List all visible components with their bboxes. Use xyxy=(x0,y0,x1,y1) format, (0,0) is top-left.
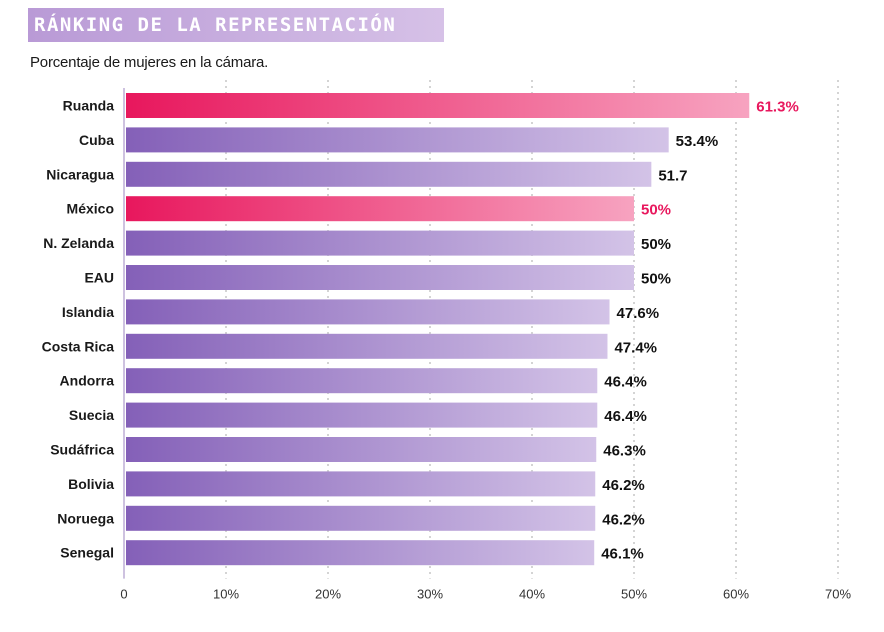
value-label-8: 46.4% xyxy=(604,374,647,391)
category-label-9: Suecia xyxy=(69,407,114,423)
x-tick-label-5: 50% xyxy=(621,587,647,602)
bars xyxy=(126,93,750,566)
bar-12 xyxy=(126,505,596,531)
bar-13 xyxy=(126,540,595,566)
bar-7 xyxy=(126,333,608,359)
grid-lines xyxy=(123,80,839,579)
value-label-12: 46.2% xyxy=(602,511,645,528)
value-label-2: 51.7 xyxy=(658,167,687,184)
value-label-4: 50% xyxy=(641,236,671,253)
value-label-0: 61.3% xyxy=(756,99,799,116)
x-axis-ticks: 0 10% 20% 30% 40% 50% 60% 70% xyxy=(120,587,851,602)
value-label-7: 47.4% xyxy=(614,339,657,356)
chart-title: RÁNKING DE LA REPRESENTACIÓN xyxy=(34,14,397,36)
category-label-2: Nicaragua xyxy=(46,166,114,182)
value-label-1: 53.4% xyxy=(676,133,719,150)
bar-9 xyxy=(126,402,598,428)
category-label-6: Islandia xyxy=(62,304,114,320)
value-label-3: 50% xyxy=(641,202,671,219)
bar-0 xyxy=(126,93,750,118)
category-label-0: Ruanda xyxy=(63,98,115,114)
bar-11 xyxy=(126,471,596,497)
value-label-10: 46.3% xyxy=(603,443,646,460)
bar-1 xyxy=(126,127,669,153)
x-tick-label-2: 20% xyxy=(315,587,341,602)
category-label-5: EAU xyxy=(84,270,114,286)
value-label-5: 50% xyxy=(641,271,671,288)
x-tick-label-3: 30% xyxy=(417,587,443,602)
bar-2 xyxy=(126,161,652,187)
category-label-11: Bolivia xyxy=(68,476,114,492)
category-label-10: Sudáfrica xyxy=(50,442,114,458)
bar-5 xyxy=(126,265,634,290)
category-label-3: México xyxy=(67,201,114,217)
category-label-8: Andorra xyxy=(60,373,115,389)
category-label-7: Costa Rica xyxy=(42,338,115,354)
value-label-11: 46.2% xyxy=(602,477,645,494)
value-label-6: 47.6% xyxy=(617,305,660,322)
bar-4 xyxy=(126,230,634,256)
bar-10 xyxy=(126,437,597,462)
x-tick-label-7: 70% xyxy=(825,587,851,602)
category-label-4: N. Zelanda xyxy=(43,235,114,251)
x-tick-label-6: 60% xyxy=(723,587,749,602)
chart-subtitle: Porcentaje de mujeres en la cámara. xyxy=(30,54,269,71)
bar-6 xyxy=(126,299,610,325)
bar-3 xyxy=(126,196,634,222)
x-tick-label-0: 0 xyxy=(120,587,127,602)
category-labels: Ruanda Cuba Nicaragua México N. Zelanda EAU Is… xyxy=(42,98,115,561)
value-label-13: 46.1% xyxy=(601,546,644,563)
value-label-9: 46.4% xyxy=(604,408,647,425)
category-label-1: Cuba xyxy=(79,132,114,148)
category-label-12: Noruega xyxy=(57,510,114,526)
category-label-13: Senegal xyxy=(60,545,114,561)
bar-8 xyxy=(126,368,598,394)
value-labels: 61.3% 53.4% 51.7 50% 50% 50% 47.6% 47.4% 46.4% 46… xyxy=(601,99,799,563)
x-tick-label-1: 10% xyxy=(213,587,239,602)
title-banner: RÁNKING DE LA REPRESENTACIÓN xyxy=(28,8,444,42)
x-tick-label-4: 40% xyxy=(519,587,545,602)
